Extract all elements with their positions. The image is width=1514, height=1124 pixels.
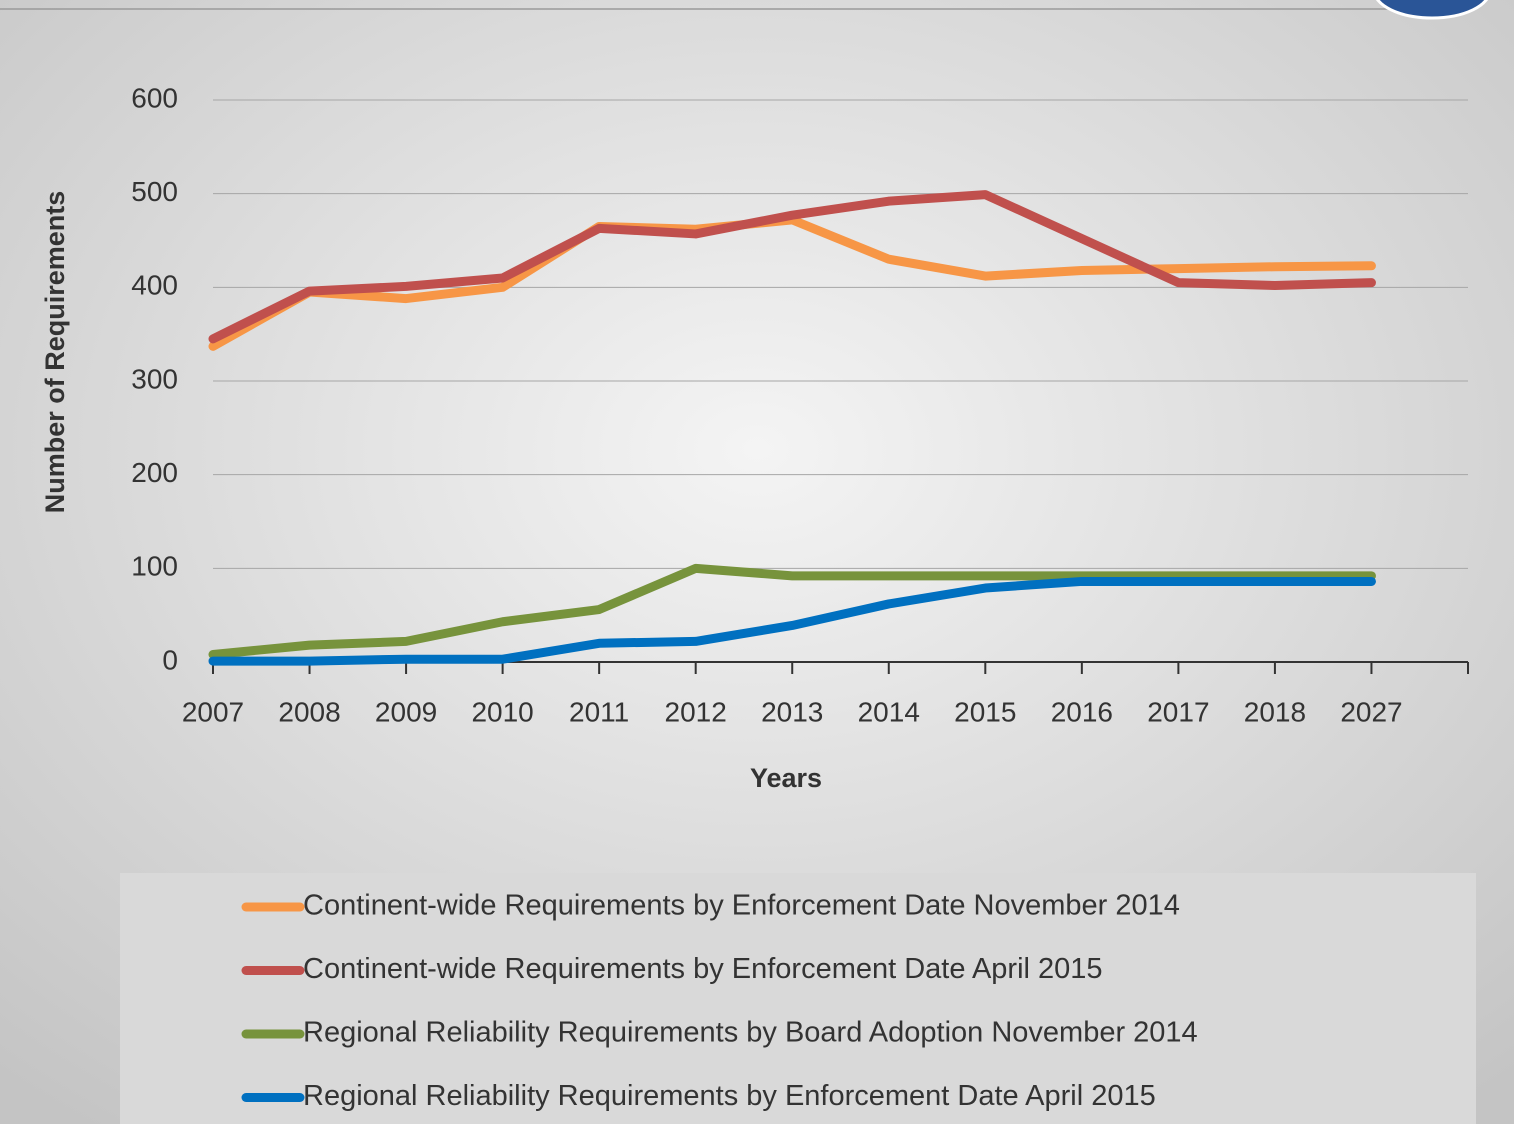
y-tick-label: 0 [162,644,178,675]
y-tick-label: 200 [131,457,178,488]
legend-label: Regional Reliability Requirements by Enf… [303,1080,1156,1112]
series-line [208,215,1376,351]
y-tick-label: 100 [131,551,178,582]
x-tick-label: 2009 [375,696,437,727]
series-line [208,563,1376,660]
x-tick-label: 2014 [858,696,920,727]
series-line [208,190,1376,344]
x-tick-label: 2016 [1051,696,1113,727]
x-tick-label: 2012 [665,696,727,727]
x-tick-label: 2007 [182,696,244,727]
legend-label: Regional Reliability Requirements by Boa… [303,1017,1198,1049]
series-line [208,576,1376,666]
x-tick-label: 2027 [1340,696,1402,727]
y-tick-label: 300 [131,363,178,394]
x-tick-label: 2010 [471,696,533,727]
logo [1375,0,1489,20]
legend-box [120,873,1476,1124]
y-tick-label: 400 [131,270,178,301]
x-tick-label: 2008 [278,696,340,727]
legend-label: Continent-wide Requirements by Enforceme… [303,890,1180,922]
x-axis-title: Years [750,763,822,793]
y-axis-title: Number of Requirements [40,191,70,514]
y-tick-label: 500 [131,176,178,207]
x-tick-label: 2015 [954,696,1016,727]
x-tick-label: 2018 [1244,696,1306,727]
x-tick-label: 2011 [569,696,629,727]
x-tick-label: 2017 [1147,696,1209,727]
legend-label: Continent-wide Requirements by Enforceme… [303,953,1103,985]
x-tick-label: 2013 [761,696,823,727]
y-tick-label: 600 [131,82,178,113]
